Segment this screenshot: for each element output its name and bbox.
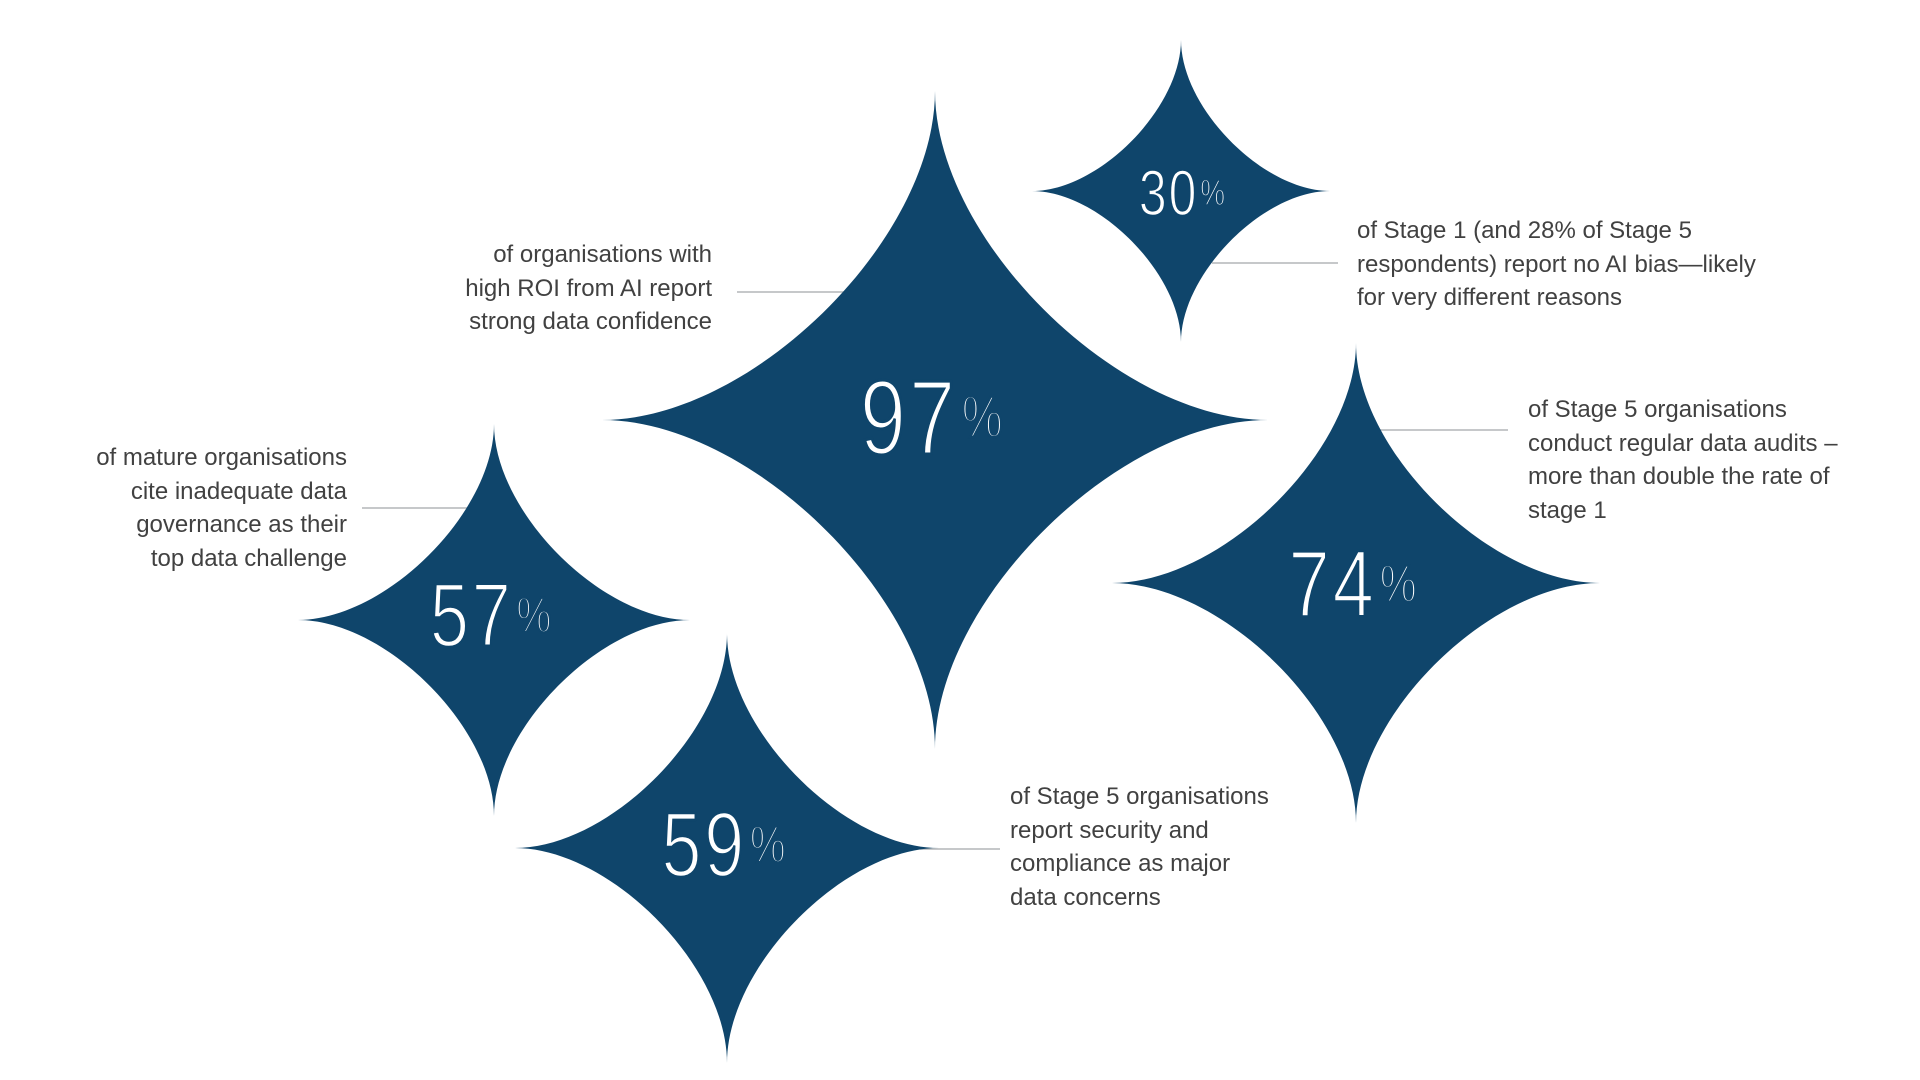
- stat-value-74: 74%: [1287, 536, 1420, 634]
- stat-value-30: 30%: [1138, 160, 1228, 226]
- stat-value-57: 57%: [429, 570, 555, 663]
- stat-percent-sign-74: %: [1379, 554, 1420, 614]
- star-shape-97: [602, 91, 1268, 749]
- stat-percent-sign-57: %: [515, 585, 555, 643]
- stat-label-59: of Stage 5 organisations report security…: [1010, 783, 1269, 911]
- stat-label-74: of Stage 5 organisations conduct regular…: [1528, 396, 1838, 524]
- stat-number-30: 30: [1138, 157, 1199, 229]
- stat-number-57: 57: [429, 566, 514, 666]
- stat-percent-sign-59: %: [749, 814, 789, 873]
- stat-number-97: 97: [859, 359, 959, 477]
- star-shape-59: [515, 633, 939, 1063]
- star-shape-57: [298, 424, 690, 816]
- stat-percent-sign-97: %: [960, 383, 1007, 451]
- stat-label-97: of organisations with high ROI from AI r…: [465, 241, 712, 335]
- stat-label-30: of Stage 1 (and 28% of Stage 5 responden…: [1357, 217, 1756, 311]
- stat-number-74: 74: [1287, 531, 1377, 638]
- stat-value-59: 59%: [661, 798, 789, 893]
- star-shape-30: [1032, 40, 1330, 342]
- stat-label-57: of mature organisations cite inadequate …: [96, 444, 347, 572]
- star-shape-74: [1112, 343, 1600, 823]
- stat-percent-sign-30: %: [1200, 172, 1228, 213]
- stat-number-59: 59: [661, 794, 748, 896]
- stat-value-97: 97%: [859, 364, 1007, 473]
